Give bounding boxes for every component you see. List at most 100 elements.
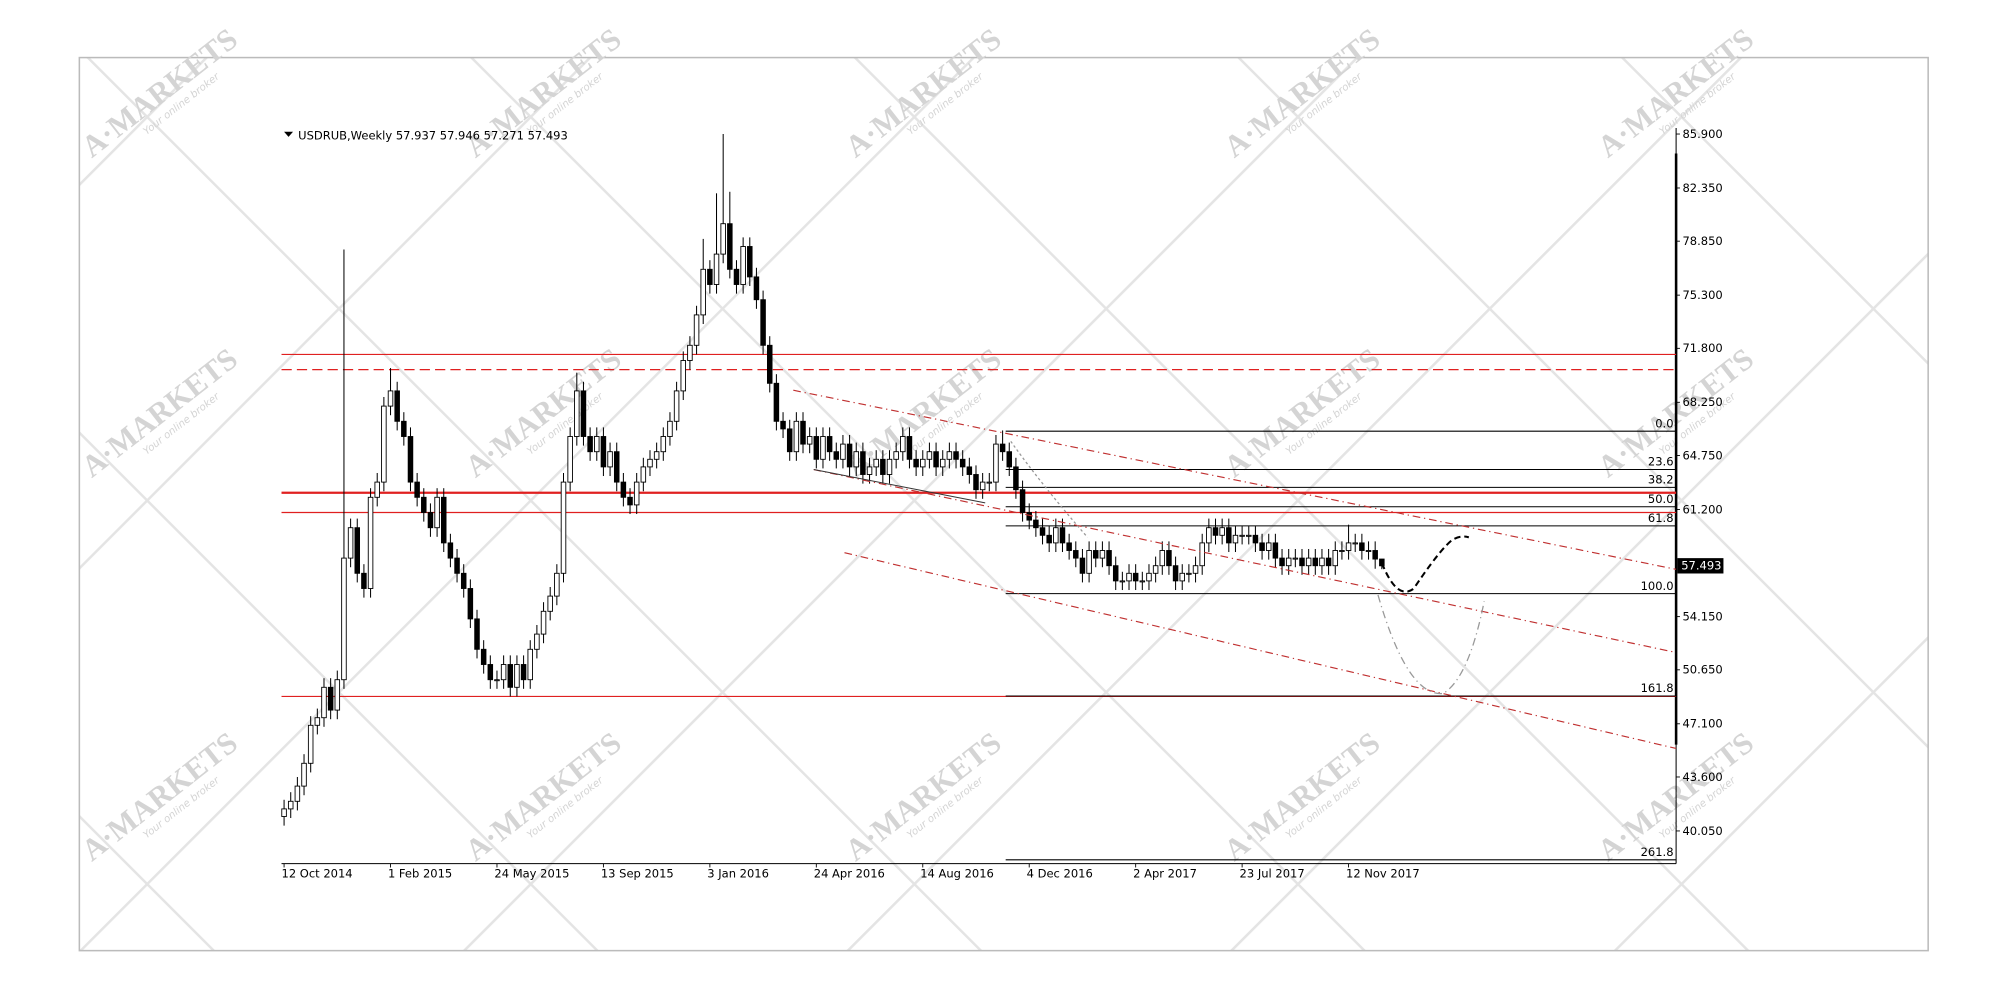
candle-body (1186, 572, 1192, 575)
x-tick-label: 12 Nov 2017 (1346, 867, 1420, 881)
x-tick-label: 13 Sep 2015 (601, 867, 674, 881)
candle-body (1166, 550, 1172, 567)
candle-body (720, 223, 726, 255)
candle-body (826, 436, 833, 453)
x-tick-label: 23 Jul 2017 (1240, 867, 1305, 881)
candle-body (507, 664, 514, 688)
y-tick-label: 68.250 (1683, 395, 1723, 409)
candle-body (480, 648, 487, 665)
candle-body (421, 496, 427, 513)
fib-label: 50.0 (1648, 492, 1674, 506)
y-tick-label: 40.050 (1683, 824, 1723, 838)
projection (1010, 441, 1089, 538)
candle-body (394, 390, 400, 422)
candle-body (1126, 572, 1132, 582)
candle-body (920, 458, 926, 468)
candle-body (1119, 580, 1126, 583)
candle-body (334, 679, 341, 711)
candle-body (520, 664, 527, 681)
candle-body (560, 481, 567, 574)
candle-body (341, 557, 347, 681)
x-tick-label: 4 Dec 2016 (1027, 867, 1093, 881)
candle-body (527, 648, 533, 681)
candle-body (580, 390, 587, 437)
candle-body (673, 390, 680, 422)
x-tick-label: 1 Feb 2015 (388, 867, 452, 881)
x-tick-label: 3 Jan 2016 (707, 867, 769, 881)
candle-body (999, 443, 1006, 453)
candle-body (733, 268, 740, 285)
candle-body (939, 458, 946, 468)
candle-body (873, 458, 879, 468)
candle-body (534, 633, 540, 650)
trend-lines (793, 389, 1677, 750)
candle-body (906, 436, 913, 460)
candle-body (1312, 557, 1319, 567)
candle-body (667, 420, 673, 437)
candle-body (474, 618, 480, 650)
candle-body (793, 420, 800, 453)
candle-body (993, 443, 999, 483)
header: USDRUB,Weekly 57.937 57.946 57.271 57.49… (284, 128, 568, 142)
candle-body (933, 451, 939, 468)
candle-body (760, 299, 766, 346)
y-tick-label: 64.750 (1683, 448, 1723, 462)
candle-body (1099, 550, 1106, 559)
candle-body (1212, 527, 1219, 536)
candle-body (959, 458, 966, 468)
candle-body (613, 451, 620, 483)
candle-body (1339, 550, 1345, 552)
candle-body (1086, 550, 1092, 574)
candle-body (633, 481, 640, 506)
candle-body (1139, 580, 1146, 583)
fib-label: 61.8 (1648, 511, 1674, 525)
candle-body (1132, 572, 1139, 582)
y-tick-label: 43.600 (1683, 770, 1723, 784)
x-tick-label: 24 May 2015 (494, 867, 569, 881)
fib-label: 23.6 (1648, 455, 1674, 469)
candle-body (1199, 542, 1205, 567)
candle-body (1352, 542, 1358, 545)
candle-body (1192, 565, 1199, 574)
candle-body (966, 466, 973, 475)
price-tag (1677, 558, 1724, 574)
y-tick-label: 85.900 (1683, 127, 1723, 141)
x-tick-label: 2 Apr 2017 (1133, 867, 1197, 881)
candle-body (700, 268, 706, 316)
candle-body (833, 451, 840, 460)
candle-body (860, 451, 866, 475)
candle-body (547, 595, 553, 612)
candle-body (1033, 519, 1039, 529)
fib-label: 0.0 (1655, 416, 1673, 430)
candle-body (806, 436, 813, 445)
candle-body (307, 724, 314, 764)
candle-body (1372, 550, 1378, 560)
candle-body (1146, 572, 1152, 582)
candle-body (454, 557, 460, 574)
price-tag-label: 57.493 (1681, 559, 1721, 573)
candle-body (1305, 557, 1312, 567)
candle-body (1046, 534, 1052, 544)
candle-body (460, 572, 467, 589)
candle-body (986, 481, 993, 484)
candle-body (926, 451, 933, 460)
candle-body (367, 496, 374, 589)
x-tick-label: 24 Apr 2016 (814, 867, 885, 881)
candle-body (514, 664, 520, 688)
candle-body (846, 443, 853, 468)
candle-body (653, 451, 660, 460)
candle-body (893, 451, 899, 460)
candle-body (680, 360, 687, 392)
candle-body (840, 443, 846, 460)
candle-body (1345, 542, 1352, 551)
candle-body (1272, 542, 1279, 559)
candle-body (1112, 565, 1119, 582)
x-tick-label: 14 Aug 2016 (920, 867, 994, 881)
y-tick-label: 47.100 (1683, 717, 1723, 731)
candle-body (1279, 557, 1285, 567)
candle-body (900, 436, 906, 453)
last-high: 57.946 (440, 128, 480, 142)
candle-body (647, 458, 653, 468)
candle-body (381, 405, 387, 483)
candle-body (1359, 542, 1365, 551)
